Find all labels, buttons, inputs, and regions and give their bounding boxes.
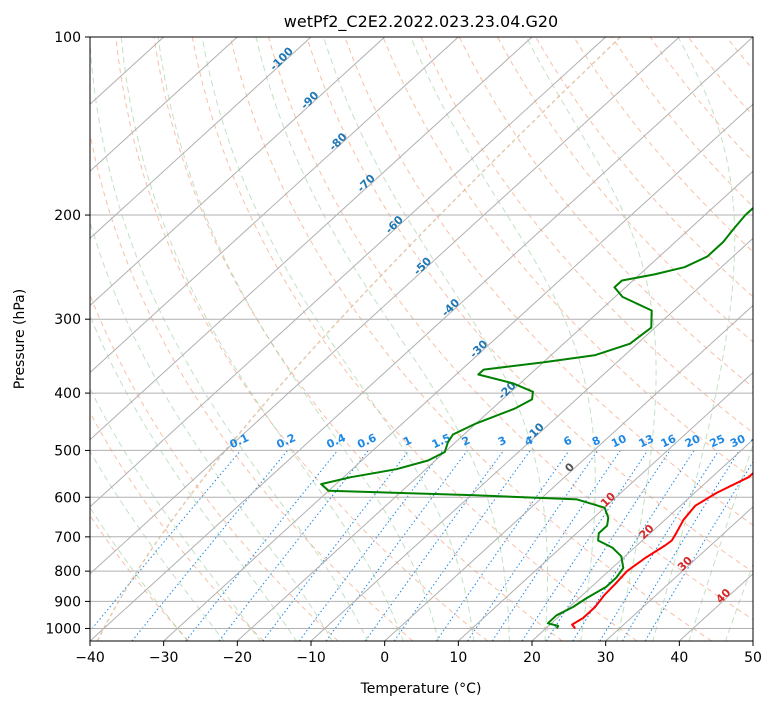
isotherm [384, 304, 753, 641]
x-tick-label: 0 [380, 650, 389, 666]
moist-adiabat [201, 37, 475, 641]
isotherm [605, 506, 753, 641]
chart-title: wetPf2_C2E2.2022.023.23.04.G20 [284, 12, 558, 32]
moist-adiabat [688, 443, 753, 641]
x-tick-label: 20 [523, 650, 541, 666]
x-axis: −40 −30 −20 −10 0 10 20 30 40 50 [75, 641, 762, 666]
dry-adiabat [306, 37, 753, 573]
mixing-ratio-line [467, 450, 599, 641]
moist-adiabat [652, 37, 736, 641]
isotherm [90, 37, 607, 508]
moist-adiabat [90, 220, 333, 641]
mixing-ratio-label: 10 [609, 432, 629, 450]
reference-curve [96, 37, 621, 641]
y-tick-label: 1000 [45, 621, 81, 637]
mixing-ratio-line [90, 450, 242, 632]
mixing-ratio-line [521, 450, 649, 641]
x-tick-label: −10 [296, 650, 326, 666]
dry-adiabat [229, 37, 712, 641]
x-tick-label: −30 [149, 650, 179, 666]
x-axis-label: Temperature (°C) [360, 681, 482, 697]
y-tick-label: 200 [54, 208, 81, 224]
mixing-ratio-line [491, 450, 621, 641]
isotherm [531, 438, 753, 641]
dry-adiabat [268, 37, 753, 621]
mixing-ratio-label: 25 [708, 432, 727, 450]
x-tick-label: −40 [75, 650, 105, 666]
dry-adiabat [458, 37, 753, 388]
x-tick-label: 30 [597, 650, 615, 666]
moist-adiabat [90, 37, 369, 641]
dry-adiabat [90, 514, 190, 641]
moist-adiabat [725, 562, 753, 641]
y-axis: 100 200 300 400 500 600 700 800 900 1000 [45, 30, 90, 637]
moist-adiabat [120, 37, 404, 641]
y-tick-label: 900 [54, 594, 81, 610]
y-axis-label: Pressure (hPa) [12, 289, 28, 389]
isotherm [310, 237, 753, 641]
dewpoint-line [320, 206, 753, 629]
moist-adiabat [90, 506, 188, 641]
mixing-ratio-line [621, 450, 740, 641]
isotherm [90, 37, 386, 307]
mixing-ratio-line [364, 450, 505, 641]
x-tick-label: −20 [223, 650, 253, 666]
dry-adiabat [90, 411, 264, 641]
mixing-ratio-label: 30 [728, 432, 748, 450]
x-tick-label: 50 [744, 650, 762, 666]
mixing-ratio-line [325, 450, 468, 641]
isotherm [90, 37, 753, 641]
dry-adiabat [153, 37, 563, 641]
plot-frame [89, 36, 754, 642]
isotherm [236, 170, 753, 641]
y-tick-label: 700 [54, 530, 81, 546]
mixing-ratio-line [545, 450, 671, 641]
mixing-ratio-line [185, 450, 338, 641]
isotherm [90, 37, 533, 441]
isotherm [90, 37, 459, 374]
isotherm [90, 37, 238, 172]
moist-adiabat [255, 37, 510, 641]
y-tick-label: 500 [54, 443, 81, 459]
mixing-ratio-line [435, 450, 570, 641]
x-tick-label: 10 [449, 650, 467, 666]
mixing-ratio-label: 20 [683, 432, 703, 450]
temperature-line [571, 471, 753, 630]
y-tick-label: 400 [54, 386, 81, 402]
background-lines [90, 37, 753, 641]
dry-adiabat [496, 37, 753, 343]
isotherm [90, 37, 680, 575]
grid [90, 37, 753, 629]
data-series [320, 206, 753, 630]
x-tick-label: 40 [670, 650, 688, 666]
moist-adiabat [90, 387, 261, 641]
mixing-ratio-label: 36 [749, 432, 769, 450]
isotherm [457, 371, 753, 641]
mixing-ratio-line [262, 450, 410, 641]
moist-adiabat [157, 37, 440, 641]
mixing-ratio-label: 16 [659, 432, 679, 450]
isotherm [163, 103, 753, 641]
mixing-ratio-line [131, 450, 288, 641]
moist-adiabat [323, 37, 548, 641]
mixing-ratio-label: 13 [637, 432, 656, 450]
y-tick-label: 600 [54, 490, 81, 506]
y-tick-label: 100 [54, 30, 81, 46]
y-tick-label: 800 [54, 564, 81, 580]
moist-adiabat [525, 37, 657, 641]
isotherm [90, 37, 312, 240]
dry-adiabat [191, 37, 638, 641]
y-tick-label: 300 [54, 312, 81, 328]
mixing-ratio-line [599, 450, 720, 641]
